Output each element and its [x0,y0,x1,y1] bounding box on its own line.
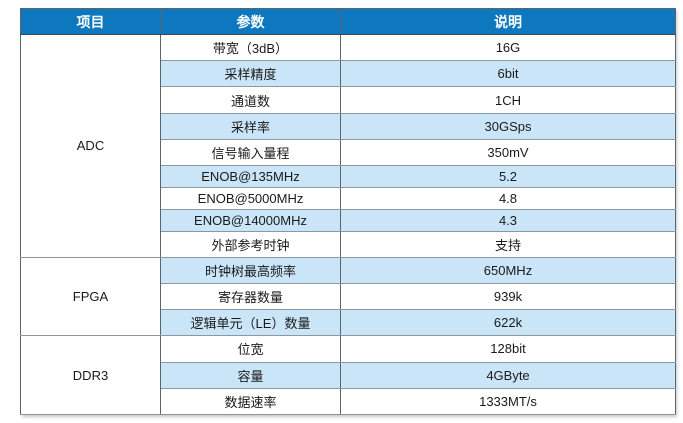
table-row: 采样精度 6bit [21,60,676,88]
param-cell: 带宽（3dB） [160,33,341,62]
value-cell: 30GSps [340,112,676,140]
value-cell: 650MHz [340,256,676,284]
group-cell-fpga: FPGA [20,256,161,337]
value-cell: 16G [340,33,676,62]
value-cell: 128bit [340,335,676,363]
col-header-description: 说明 [340,8,676,35]
value-cell: 4.8 [340,186,676,210]
value-cell: 6bit [340,60,676,88]
group-cell-adc: ADC [20,34,161,258]
group-cell-ddr3: DDR3 [20,335,161,415]
table-row: 容量 4GByte [21,361,676,389]
value-cell: 4GByte [340,361,676,389]
param-cell: 逻辑单元（LE）数量 [160,309,341,337]
table-row: ENOB@14000MHz 4.3 [21,208,676,232]
table-row: 逻辑单元（LE）数量 622k [21,309,676,337]
param-cell: ENOB@5000MHz [160,186,341,210]
param-cell: 寄存器数量 [160,282,341,311]
param-cell: 采样率 [160,112,341,140]
table-row: 信号输入量程 350mV [21,138,676,167]
table-row: 数据速率 1333MT/s [21,387,676,416]
param-cell: 时钟树最高频率 [160,256,341,284]
value-cell: 1CH [340,86,676,114]
table-row: 采样率 30GSps [21,112,676,140]
value-cell: 350mV [340,138,676,167]
value-cell: 939k [340,282,676,311]
col-header-item: 项目 [20,8,161,35]
value-cell: 1333MT/s [340,387,676,416]
col-header-parameter: 参数 [160,8,341,35]
param-cell: 通道数 [160,86,341,114]
spec-table-container: 项目 参数 说明 ADC 带宽（3dB） 16G 采样精度 6bit 通道数 1… [20,8,676,416]
table-row: FPGA 时钟树最高频率 650MHz [20,256,676,337]
spec-table: 项目 参数 说明 ADC 带宽（3dB） 16G 采样精度 6bit 通道数 1… [20,8,676,416]
param-cell: 采样精度 [160,60,341,88]
param-cell: ENOB@135MHz [160,165,341,188]
value-cell: 5.2 [340,165,676,188]
value-cell: 支持 [340,230,676,258]
value-cell: 622k [340,309,676,337]
table-row: ADC 带宽（3dB） 16G [20,33,676,258]
table-row: DDR3 位宽 128bit [20,335,676,415]
param-cell: 位宽 [160,335,341,363]
param-cell: 容量 [160,361,341,389]
param-cell: 外部参考时钟 [160,230,341,258]
param-cell: 信号输入量程 [160,138,341,167]
param-cell: ENOB@14000MHz [160,208,341,232]
value-cell: 4.3 [340,208,676,232]
param-cell: 数据速率 [160,387,341,416]
table-row: 外部参考时钟 支持 [21,230,676,258]
header-row: 项目 参数 说明 [20,8,676,35]
